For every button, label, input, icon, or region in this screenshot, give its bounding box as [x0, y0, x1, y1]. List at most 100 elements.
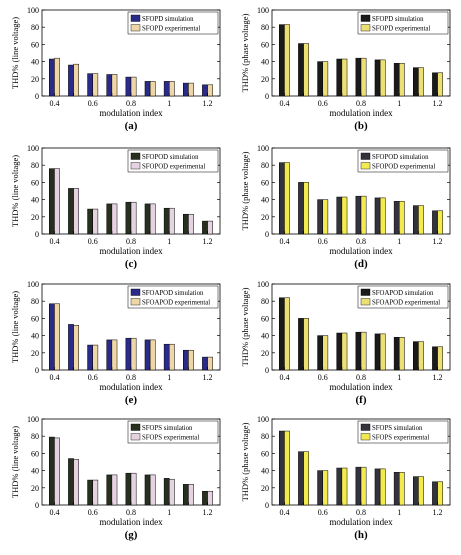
x-tick-label: 1: [397, 99, 401, 108]
bar-simulation: [87, 344, 93, 371]
x-tick-label: 1: [167, 99, 171, 108]
y-tick-label: 20: [31, 349, 39, 358]
bar-experimental: [73, 459, 79, 506]
chart-panel-b: 0 20 40 60 80 100 0.4 0.6 0.8 1 1.2 modulation inde…: [240, 6, 451, 132]
bar-experimental: [111, 203, 118, 235]
x-tick-label: 0.6: [88, 373, 98, 382]
bar-simulation: [355, 57, 362, 97]
legend-swatch-experimental: [360, 433, 371, 441]
bar-experimental: [379, 333, 386, 371]
x-tick-label: 1: [397, 508, 401, 517]
x-tick-label: 0.4: [49, 508, 59, 517]
bar-simulation: [393, 63, 400, 97]
legend-swatch-experimental: [130, 298, 141, 306]
bar-experimental: [207, 490, 213, 506]
legend-swatch-simulation: [130, 152, 141, 160]
bar-experimental: [149, 474, 156, 506]
bar-experimental: [437, 481, 443, 506]
bar-simulation: [374, 333, 381, 371]
bar-experimental: [284, 24, 290, 97]
bar-experimental: [437, 346, 443, 371]
x-axis-label: modulation index: [329, 517, 393, 527]
y-tick-label: 60: [261, 449, 269, 458]
x-tick-label: 1: [397, 373, 401, 382]
y-tick-label: 0: [35, 501, 39, 510]
x-tick-label: 0.8: [126, 237, 136, 246]
bar-experimental: [169, 81, 175, 97]
bar-experimental: [207, 356, 213, 371]
bar-simulation: [49, 168, 55, 235]
bar-simulation: [125, 76, 132, 97]
bar-experimental: [92, 73, 99, 97]
bar-simulation: [68, 324, 74, 371]
bar-experimental: [303, 182, 309, 235]
y-tick-label: 60: [31, 178, 39, 187]
y-tick-label: 80: [31, 432, 39, 441]
legend-box: [127, 285, 219, 309]
legend-entry-label: SFOPOD experimental: [142, 164, 205, 171]
bar-simulation: [413, 205, 419, 235]
bar-experimental: [188, 82, 194, 97]
x-tick-label: 0.6: [318, 99, 328, 108]
bar-simulation: [336, 196, 343, 235]
y-axis-label: THD% (phase voltage): [240, 13, 250, 92]
legend-swatch-simulation: [130, 14, 141, 22]
x-tick-label: 0.4: [49, 99, 59, 108]
panel-label: (g): [125, 529, 138, 541]
y-tick-label: 20: [31, 213, 39, 222]
bar-simulation: [432, 72, 438, 97]
x-tick-label: 0.8: [126, 508, 136, 517]
bar-experimental: [188, 213, 194, 235]
x-axis-label: modulation index: [329, 108, 393, 118]
bar-simulation: [336, 467, 343, 506]
x-tick-label: 0.4: [279, 99, 289, 108]
bar-experimental: [399, 63, 405, 97]
bar-experimental: [149, 339, 156, 371]
x-tick-label: 0.8: [356, 508, 366, 517]
y-tick-label: 100: [27, 144, 39, 153]
bar-simulation: [317, 470, 323, 506]
bar-experimental: [54, 437, 60, 506]
bar-simulation: [106, 74, 113, 97]
bar-experimental: [111, 74, 118, 97]
bar-experimental: [322, 61, 329, 97]
x-tick-label: 1: [167, 237, 171, 246]
x-tick-label: 1: [167, 508, 171, 517]
bar-simulation: [355, 195, 362, 235]
x-axis-label: modulation index: [329, 246, 393, 256]
bar-simulation: [202, 490, 208, 506]
bar-experimental: [207, 220, 213, 235]
legend-box: [357, 285, 449, 309]
bar-simulation: [317, 61, 323, 97]
bar-experimental: [379, 197, 386, 235]
bar-experimental: [111, 339, 118, 371]
chart-panel-c: 0 20 40 60 80 100 0.4 0.6 0.8 1 1.2 modulation inde…: [10, 144, 221, 270]
y-tick-label: 100: [257, 6, 269, 15]
legend-swatch-experimental: [130, 162, 141, 170]
bar-simulation: [374, 197, 381, 235]
y-tick-label: 40: [261, 332, 269, 341]
y-tick-label: 40: [261, 58, 269, 67]
legend-entry-label: SFOAPOD experimental: [142, 300, 210, 307]
bar-experimental: [303, 43, 309, 97]
legend-entry-label: SFOPD simulation: [142, 16, 194, 23]
y-tick-label: 20: [31, 75, 39, 84]
bar-experimental: [92, 344, 99, 371]
x-tick-label: 0.4: [279, 373, 289, 382]
bar-experimental: [92, 479, 99, 506]
bar-simulation: [49, 303, 55, 371]
x-tick-label: 1.2: [433, 373, 443, 382]
bar-simulation: [125, 472, 132, 506]
y-tick-label: 100: [257, 144, 269, 153]
legend: SFOPS simulation SFOPS experimental: [127, 420, 219, 444]
legend-box: [357, 420, 449, 444]
bar-experimental: [207, 84, 213, 97]
x-tick-label: 0.4: [279, 237, 289, 246]
y-tick-label: 0: [35, 230, 39, 239]
bar-experimental: [130, 76, 137, 97]
bar-simulation: [298, 182, 304, 235]
bar-simulation: [163, 478, 170, 506]
y-axis-label: THD% (line voltage): [10, 17, 20, 89]
bar-simulation: [106, 474, 113, 506]
y-tick-label: 60: [31, 314, 39, 323]
